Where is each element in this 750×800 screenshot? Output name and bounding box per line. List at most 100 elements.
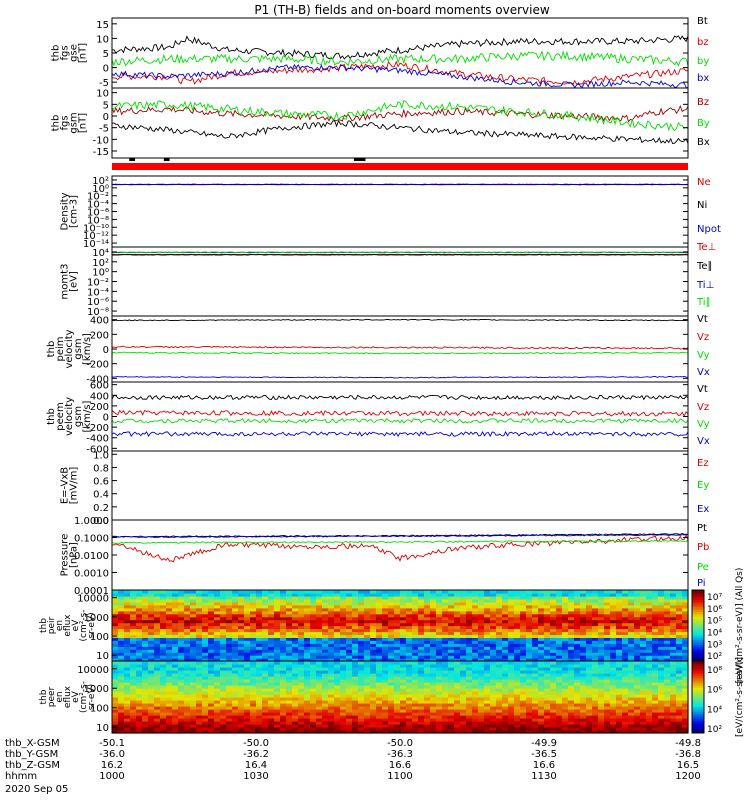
- spec-cell: [238, 709, 245, 713]
- spec-cell: [520, 649, 527, 653]
- spec-cell: [460, 715, 467, 719]
- spec-cell: [286, 715, 293, 719]
- spec-cell: [286, 628, 293, 633]
- spec-cell: [424, 604, 431, 609]
- spec-cell: [370, 715, 377, 719]
- colorbar-tick-1-1: 10⁶: [707, 686, 722, 696]
- spec-cell: [568, 670, 575, 674]
- spec-cell: [394, 706, 401, 710]
- spec-cell: [358, 673, 365, 677]
- spec-cell: [472, 718, 479, 722]
- spec-cell: [430, 637, 437, 641]
- spec-cell: [556, 658, 563, 662]
- spec-cell: [292, 628, 299, 633]
- spec-cell: [634, 661, 641, 665]
- spec-cell: [310, 730, 317, 734]
- spec-cell: [526, 593, 533, 597]
- spec-cell: [646, 688, 653, 692]
- spec-cell: [574, 607, 581, 612]
- spec-cell: [676, 691, 683, 695]
- spec-cell: [202, 709, 209, 713]
- spec-cell: [382, 649, 389, 653]
- spec-cell: [238, 619, 245, 624]
- spec-cell: [574, 664, 581, 668]
- spec-cell: [394, 673, 401, 677]
- spec-cell: [406, 709, 413, 713]
- spec-cell: [376, 724, 383, 728]
- spec-cell: [310, 658, 317, 662]
- spec-cell: [250, 670, 257, 674]
- spec-cell: [454, 604, 461, 609]
- spec-cell: [304, 622, 311, 627]
- spec-cell: [454, 652, 461, 656]
- spec-cell: [520, 685, 527, 689]
- spec-cell: [412, 724, 419, 728]
- spec-cell: [226, 598, 233, 603]
- xaxis-row-label-2: thb_Z-GSM: [5, 760, 60, 771]
- spec-cell: [550, 715, 557, 719]
- colorbar-step: [692, 663, 704, 667]
- spec-cell: [268, 712, 275, 716]
- spec-cell: [418, 604, 425, 609]
- spec-cell: [550, 724, 557, 728]
- spec-cell: [112, 664, 119, 668]
- spec-cell: [184, 625, 191, 630]
- spec-cell: [304, 607, 311, 612]
- spec-cell: [172, 604, 179, 609]
- spec-cell: [610, 661, 617, 665]
- spec-cell: [520, 718, 527, 722]
- spec-cell: [562, 706, 569, 710]
- spec-cell: [154, 703, 161, 707]
- spec-cell: [286, 631, 293, 635]
- spec-cell: [208, 661, 215, 665]
- spec-cell: [424, 646, 431, 650]
- tick-label-e-field-5: 0.0: [93, 516, 109, 527]
- spec-cell: [346, 697, 353, 701]
- spec-cell: [244, 715, 251, 719]
- spec-cell: [238, 625, 245, 630]
- spec-cell: [532, 730, 539, 734]
- spec-cell: [382, 604, 389, 609]
- spec-cell: [538, 676, 545, 680]
- tick-label-mom-t3-4: 10⁻⁴: [87, 287, 109, 298]
- spec-cell: [646, 694, 653, 698]
- spec-cell: [460, 694, 467, 698]
- spec-cell: [490, 593, 497, 597]
- spec-cell: [334, 607, 341, 612]
- spec-cell: [526, 682, 533, 686]
- spec-cell: [238, 664, 245, 668]
- spec-cell: [208, 622, 215, 627]
- spec-cell: [538, 631, 545, 635]
- spec-cell: [436, 661, 443, 665]
- spec-cell: [376, 667, 383, 671]
- tick-label-peem-velocity-2: 200: [90, 402, 109, 413]
- spec-cell: [460, 652, 467, 656]
- spec-cell: [292, 721, 299, 725]
- spec-cell: [394, 664, 401, 668]
- spec-cell: [184, 673, 191, 677]
- spec-cell: [316, 593, 323, 597]
- spec-cell: [304, 625, 311, 630]
- spec-cell: [652, 670, 659, 674]
- spec-cell: [214, 619, 221, 624]
- spec-cell: [388, 718, 395, 722]
- spec-cell: [358, 661, 365, 665]
- spec-cell: [508, 727, 515, 731]
- spec-cell: [376, 715, 383, 719]
- spec-cell: [376, 625, 383, 630]
- spec-cell: [226, 661, 233, 665]
- spec-cell: [430, 685, 437, 689]
- spec-cell: [646, 658, 653, 662]
- spec-cell: [166, 667, 173, 671]
- spec-cell: [238, 721, 245, 725]
- spec-cell: [214, 661, 221, 665]
- spec-cell: [232, 694, 239, 698]
- colorbar-step: [692, 716, 704, 720]
- spec-cell: [628, 730, 635, 734]
- spec-cell: [526, 622, 533, 627]
- spec-cell: [292, 703, 299, 707]
- panel-frame-mom-t3: [111, 246, 689, 317]
- spec-cell: [112, 700, 119, 704]
- colorbar-step: [692, 728, 704, 732]
- spec-cell: [508, 688, 515, 692]
